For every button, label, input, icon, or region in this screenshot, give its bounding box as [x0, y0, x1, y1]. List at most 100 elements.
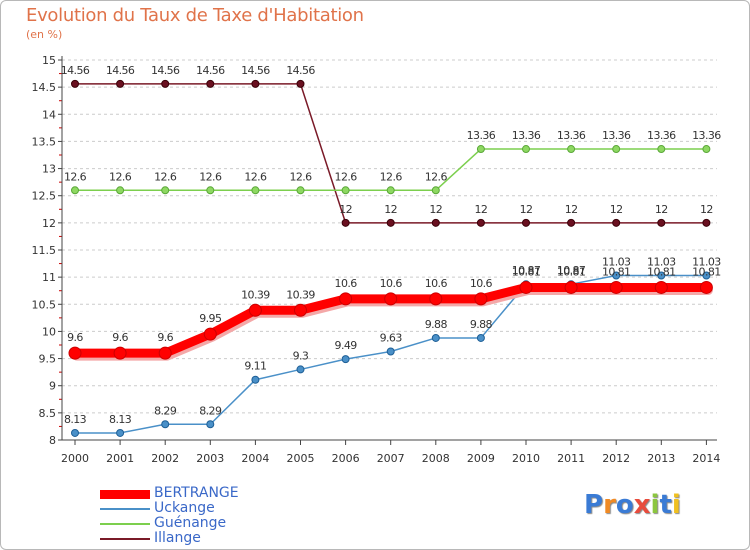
legend-label: BERTRANGE	[154, 485, 239, 501]
legend-item-illange: Illange	[100, 531, 320, 546]
data-point	[654, 280, 668, 294]
data-point	[386, 218, 395, 227]
data-label: 8.13	[64, 413, 87, 426]
data-label: 9.3	[293, 349, 309, 362]
data-label: 10.87	[512, 264, 541, 277]
data-point	[519, 280, 533, 294]
data-point	[431, 333, 440, 342]
data-label: 10.81	[512, 265, 541, 278]
data-point	[68, 346, 82, 360]
data-label: 10.81	[557, 265, 586, 278]
data-label: 12.6	[289, 170, 312, 183]
data-label: 12.6	[335, 170, 358, 183]
y-tick-label: 11	[42, 271, 56, 284]
series-bertrange: 9.6 9.6 9.6 9.95 10.39 10.39 10.6 10.6 10.6 10.6 1…	[67, 265, 721, 361]
data-point	[609, 280, 623, 294]
data-label: 9.88	[470, 318, 493, 331]
data-point	[567, 218, 576, 227]
data-label: 14.56	[196, 64, 225, 77]
data-point	[612, 145, 621, 154]
series-uckange: 8.13 8.13 8.29 8.29 9.11 9.3 9.49 9.63 9.88 9.88 1…	[64, 256, 722, 437]
data-point	[476, 145, 485, 154]
data-label: 12.6	[199, 170, 222, 183]
data-label: 10.6	[470, 277, 493, 290]
data-point	[657, 145, 666, 154]
data-label: 10.81	[647, 265, 676, 278]
data-label: 12	[384, 203, 397, 216]
data-label: 14.56	[241, 64, 270, 77]
data-label: 13.36	[647, 129, 676, 142]
legend-label: Guénange	[154, 515, 227, 531]
data-point	[296, 365, 305, 374]
data-point	[702, 271, 711, 280]
data-label: 12	[565, 203, 578, 216]
data-point	[116, 79, 125, 88]
legend-swatch	[100, 523, 150, 525]
x-tick-label: 2005	[287, 452, 315, 465]
data-label: 9.6	[112, 331, 128, 344]
x-tick-label: 2011	[557, 452, 585, 465]
data-label: 8.29	[154, 404, 177, 417]
logo-letter: i	[650, 490, 660, 520]
data-point	[564, 280, 578, 294]
x-tick-label: 2004	[241, 452, 269, 465]
data-label: 9.6	[157, 331, 173, 344]
legend-label: Uckange	[154, 500, 215, 516]
data-point	[341, 355, 350, 364]
series-illange: 14.56 14.56 14.56 14.56 14.56 14.56 12 12 12 12 12…	[61, 64, 713, 227]
y-tick-label: 10	[42, 325, 56, 338]
data-point	[116, 186, 125, 195]
data-label: 12.6	[425, 170, 448, 183]
data-label: 10.39	[241, 288, 270, 301]
data-point	[203, 327, 217, 341]
x-tick-label: 2012	[602, 452, 630, 465]
x-tick-label: 2007	[377, 452, 405, 465]
data-label: 9.63	[380, 332, 403, 345]
data-point	[251, 375, 260, 384]
proxiti-logo: Proxiti	[584, 490, 681, 520]
data-point	[476, 218, 485, 227]
data-point	[699, 280, 713, 294]
data-label: 11.03	[647, 256, 676, 269]
data-label: 12.6	[244, 170, 267, 183]
y-tick-label: 15	[42, 54, 56, 67]
data-point	[702, 218, 711, 227]
data-point	[206, 420, 215, 429]
y-tick-label: 8	[49, 434, 56, 447]
legend-item-guénange: Guénange	[100, 516, 320, 531]
data-label: 14.56	[106, 64, 135, 77]
data-label: 12.6	[380, 170, 403, 183]
data-point	[251, 79, 260, 88]
data-point	[657, 271, 666, 280]
legend-swatch	[100, 489, 150, 499]
y-tick-label: 13	[42, 163, 56, 176]
data-point	[296, 79, 305, 88]
data-point	[158, 346, 172, 360]
series-guénange: 12.6 12.6 12.6 12.6 12.6 12.6 12.6 12.6 12.6 13.3…	[64, 129, 722, 195]
x-tick-label: 2003	[196, 452, 224, 465]
data-label: 10.6	[380, 277, 403, 290]
data-label: 10.6	[425, 277, 448, 290]
data-point	[341, 218, 350, 227]
data-label: 11.03	[602, 256, 631, 269]
y-tick-label: 12	[42, 217, 56, 230]
data-point	[474, 292, 488, 306]
data-label: 13.36	[692, 129, 721, 142]
data-label: 10.39	[286, 288, 315, 301]
data-label: 13.36	[512, 129, 541, 142]
logo-letter: x	[633, 490, 651, 520]
x-tick-label: 2002	[151, 452, 179, 465]
data-point	[296, 186, 305, 195]
data-label: 8.29	[199, 404, 222, 417]
data-label: 12	[610, 203, 623, 216]
data-label: 12	[474, 203, 487, 216]
logo-letter: t	[659, 490, 672, 520]
logo-letter: P	[584, 490, 604, 520]
y-tick-label: 10.5	[32, 298, 57, 311]
data-point	[339, 292, 353, 306]
legend-swatch	[100, 508, 150, 510]
x-tick-label: 2000	[61, 452, 89, 465]
legend-item-bertrange: BERTRANGE	[100, 486, 320, 501]
unit-label: (en %)	[26, 28, 63, 41]
